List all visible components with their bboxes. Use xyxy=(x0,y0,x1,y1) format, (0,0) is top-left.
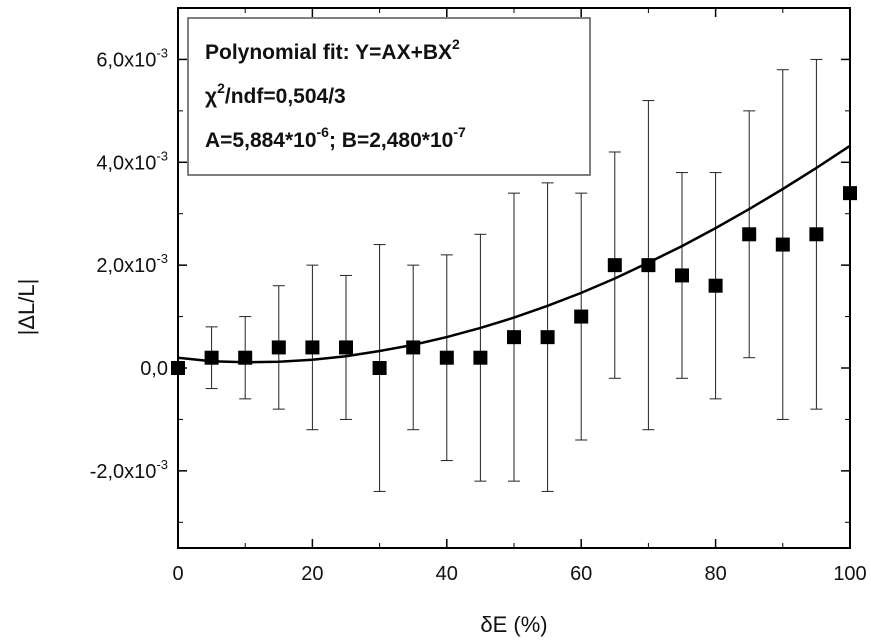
y-tick-label: 2,0x10-3 xyxy=(96,251,168,277)
x-tick-label: 0 xyxy=(172,563,183,585)
annotation-line: χ2/ndf=0,504/3 xyxy=(205,80,346,108)
fit-curve xyxy=(177,144,851,364)
data-points xyxy=(171,186,857,375)
x-axis-label: δE (%) xyxy=(480,612,547,637)
axes xyxy=(177,7,851,549)
y-tick-label: -2,0x10-3 xyxy=(90,457,168,483)
y-axis-label: |ΔL/L| xyxy=(14,279,39,336)
fit-annotation: Polynomial fit: Y=AX+BX2χ2/ndf=0,504/3A=… xyxy=(187,17,591,176)
data-point-marker xyxy=(607,258,622,273)
annotation-superscript: 2 xyxy=(217,80,225,96)
annotation-superscript: -7 xyxy=(453,124,466,140)
annotation-line: Polynomial fit: Y=AX+BX2 xyxy=(205,36,460,64)
data-point-marker xyxy=(708,278,723,293)
data-point-marker xyxy=(204,350,219,365)
data-point-marker xyxy=(540,330,555,345)
x-tick-label: 20 xyxy=(301,563,323,585)
data-point-marker xyxy=(372,361,387,375)
annotation-text: χ xyxy=(205,85,217,108)
annotation-box xyxy=(187,17,591,176)
data-point-marker xyxy=(271,340,286,355)
fit-curve-group xyxy=(177,144,851,364)
x-tick-label: 80 xyxy=(704,563,726,585)
data-point-marker xyxy=(809,227,824,242)
x-tick-label: 100 xyxy=(833,563,866,585)
annotation-text: A=5,884*10 xyxy=(205,129,317,152)
y-tick-label: 6,0x10-3 xyxy=(96,45,168,71)
annotation-text: ; B=2,480*10 xyxy=(329,129,453,152)
y-tick-label: 0,0 xyxy=(140,358,168,380)
annotation-text: /ndf=0,504/3 xyxy=(225,85,346,108)
annotation-superscript: 2 xyxy=(452,36,460,52)
data-point-marker xyxy=(339,340,353,355)
y-tick-label: 4,0x10-3 xyxy=(96,148,168,174)
x-tick-label: 40 xyxy=(436,563,458,585)
data-point-marker xyxy=(238,350,253,365)
data-point-marker xyxy=(775,237,790,252)
data-point-marker xyxy=(574,309,589,324)
data-point-marker xyxy=(305,340,320,355)
annotation-text: Polynomial fit: Y=AX+BX xyxy=(205,41,452,64)
x-tick-label: 60 xyxy=(570,563,592,585)
annotation-line: A=5,884*10-6; B=2,480*10-7 xyxy=(205,124,466,152)
data-point-marker xyxy=(742,227,757,242)
data-point-marker xyxy=(406,340,421,355)
data-point-marker xyxy=(473,350,488,365)
data-point-marker xyxy=(675,268,689,283)
annotation-superscript: -6 xyxy=(317,124,330,140)
data-point-marker xyxy=(507,330,521,345)
data-point-marker xyxy=(439,350,454,365)
data-point-marker xyxy=(641,258,656,273)
tick-labels: 0 20 40 60 80 100 -2,0x10-3 0,0 2,0x10-3 4,0x10-3… xyxy=(90,45,867,585)
